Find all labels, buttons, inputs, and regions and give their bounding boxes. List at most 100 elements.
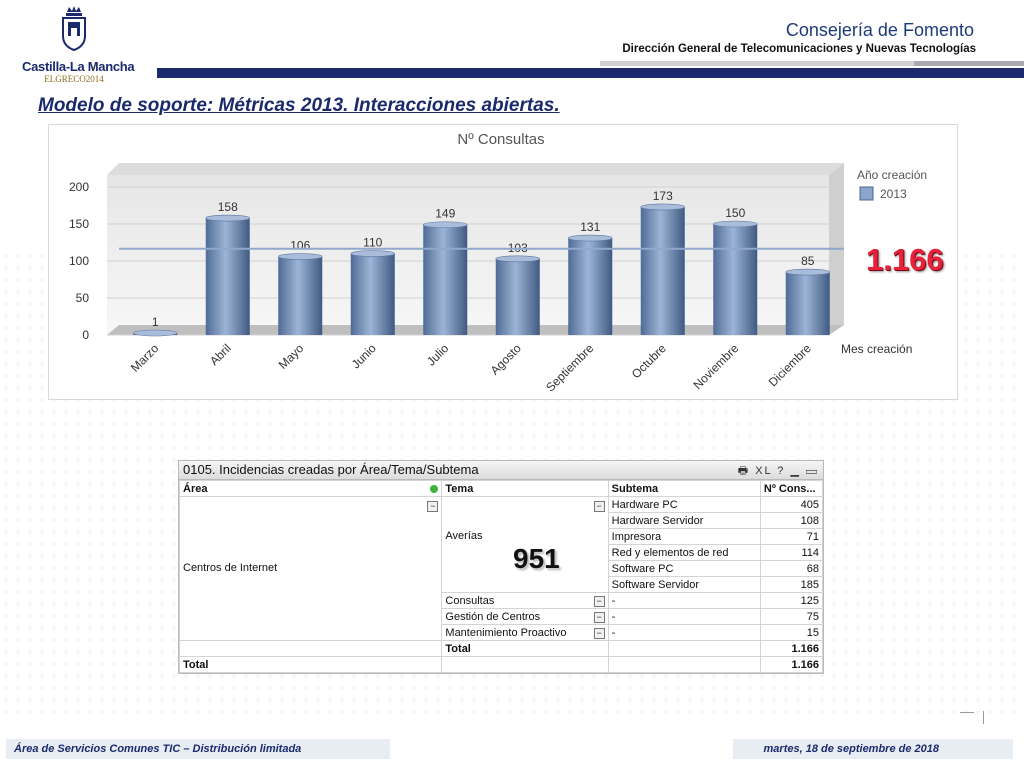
bar <box>640 206 685 335</box>
col-header-area-label: Área <box>183 482 208 495</box>
table-caption: 0105. Incidencias creadas por Área/Tema/… <box>179 461 823 480</box>
filter-active-icon <box>430 484 439 493</box>
averias-badge: 951 <box>513 543 560 574</box>
header-divider-light <box>600 61 914 66</box>
bar-cap <box>350 250 396 257</box>
header-title: Consejería de Fomento <box>786 20 974 41</box>
area-cell: − Centros de Internet <box>178 496 443 641</box>
area-label: Centros de Internet <box>183 562 278 574</box>
y-tick-label: 150 <box>69 217 89 231</box>
x-axis-label: Mes creación <box>841 342 912 356</box>
x-tick-label: Abril <box>207 341 234 368</box>
header-subtitle: Dirección General de Telecomunicaciones … <box>622 43 976 55</box>
bar-value-label: 85 <box>801 254 815 268</box>
x-tick-label: Diciembre <box>766 341 814 389</box>
tema-averias-cell: − Averías <box>441 496 609 593</box>
header-title-name: Fomento <box>902 20 974 40</box>
chart-title: Nº Consultas <box>457 131 544 148</box>
count-cell: 185 <box>759 576 824 593</box>
table-toolbar-icons[interactable]: 🖶 XL ? ▁ ▭ <box>737 465 819 477</box>
bar-value-label: 1 <box>152 315 159 329</box>
tema-cell: Gestión de Centros − <box>441 608 609 625</box>
bar <box>350 253 395 335</box>
table-row: Consultas − - 125 <box>180 592 824 609</box>
count-cell: 125 <box>759 592 824 609</box>
tema-label: Mantenimiento Proactivo <box>445 626 567 639</box>
footer-left-text: Área de Servicios Comunes TIC – Distribu… <box>14 743 302 755</box>
table-grid: Área Tema Subtema Nº Cons... − Centros d… <box>178 480 824 673</box>
subtema-cell: Software PC <box>607 560 761 577</box>
legend-title: Año creación <box>857 168 927 182</box>
count-cell: 68 <box>759 560 824 577</box>
footer-date: martes, 18 de septiembre de 2018 <box>763 743 939 755</box>
total-empty-2 <box>607 656 761 673</box>
chart-bars <box>132 203 831 337</box>
bar-cap <box>640 203 686 211</box>
table-row: Gestión de Centros − - 75 <box>180 608 824 625</box>
count-cell: 114 <box>759 544 824 561</box>
bar <box>205 218 250 335</box>
total-label: Total <box>178 656 443 673</box>
x-tick-label: Julio <box>424 341 452 369</box>
bar-value-label: 149 <box>435 207 455 221</box>
collapse-averias-icon[interactable]: − <box>593 501 605 512</box>
y-tick-label: 0 <box>82 328 89 342</box>
count-cell: 108 <box>759 512 824 529</box>
total-value: 1.166 <box>759 656 824 673</box>
x-tick-label: Octubre <box>629 341 669 381</box>
plot-backwall-top <box>107 163 844 175</box>
logo-text: Castilla-La Mancha <box>22 59 135 74</box>
tema-cell: Mantenimiento Proactivo − <box>441 624 609 641</box>
legend-swatch <box>859 186 874 201</box>
subtotal-label: Total <box>441 640 609 657</box>
subtema-cell: - <box>607 608 761 625</box>
collapse-tema-icon[interactable]: − <box>593 611 605 623</box>
collapse-tema-icon[interactable]: − <box>593 595 605 607</box>
bar-cap <box>712 220 758 228</box>
chart-svg: Nº Consultas 0 50 100 150 200 1 158 106 110 149 1… <box>69 131 927 395</box>
header-divider-grey <box>914 61 1024 66</box>
subtotal-spacer <box>178 640 443 657</box>
count-cell: 15 <box>759 624 824 641</box>
y-tick-label: 50 <box>76 291 90 305</box>
table-row: Mantenimiento Proactivo − - 15 <box>180 624 824 641</box>
bar-cap <box>567 234 613 242</box>
table-row: − Centros de Internet − Averías Hardware… <box>178 496 824 641</box>
bar-value-label: 110 <box>363 236 382 250</box>
bar-value-label: 131 <box>580 220 600 234</box>
logo-subtext: ELGRECO2014 <box>44 74 104 84</box>
bar <box>785 272 830 335</box>
x-tick-label: Septiembre <box>543 341 597 395</box>
count-cell: 75 <box>759 608 824 625</box>
bar-cap <box>422 221 468 229</box>
total-row: Total 1.166 <box>178 656 824 673</box>
bar <box>713 224 758 335</box>
logo: Castilla-La Mancha ELGRECO2014 <box>22 4 135 84</box>
y-tick-label: 200 <box>69 180 89 194</box>
subtema-cell: Hardware PC <box>607 496 761 513</box>
collapse-area-icon[interactable]: − <box>427 501 439 512</box>
tema-label: Consultas <box>445 594 495 607</box>
subtotal-value: 1.166 <box>759 640 824 657</box>
col-header-count[interactable]: Nº Cons... <box>759 480 824 497</box>
header-title-prefix: Consejería de <box>785 20 898 40</box>
decorative-line <box>960 712 974 713</box>
table-row: Impresora 71 <box>180 528 824 545</box>
x-axis-ticks: Marzo Abril Mayo Junio Julio Agosto Septiembre… <box>128 341 814 395</box>
bar-value-label: 150 <box>725 206 745 220</box>
subtotal-empty <box>607 640 761 657</box>
col-header-tema[interactable]: Tema <box>441 480 609 497</box>
y-tick-label: 100 <box>69 254 89 268</box>
decorative-line <box>983 711 984 724</box>
bar-cap <box>277 253 323 260</box>
footer-right: martes, 18 de septiembre de 2018 <box>733 739 1013 759</box>
bar-cap <box>785 268 831 276</box>
coat-of-arms-icon <box>62 6 86 52</box>
collapse-tema-icon[interactable]: − <box>593 627 605 639</box>
count-cell: 405 <box>759 496 824 513</box>
count-cell: 71 <box>759 528 824 545</box>
bar-value-label: 158 <box>218 200 238 214</box>
col-header-area[interactable]: Área <box>178 480 443 497</box>
bar-cap <box>205 214 251 222</box>
col-header-subtema[interactable]: Subtema <box>607 480 761 497</box>
